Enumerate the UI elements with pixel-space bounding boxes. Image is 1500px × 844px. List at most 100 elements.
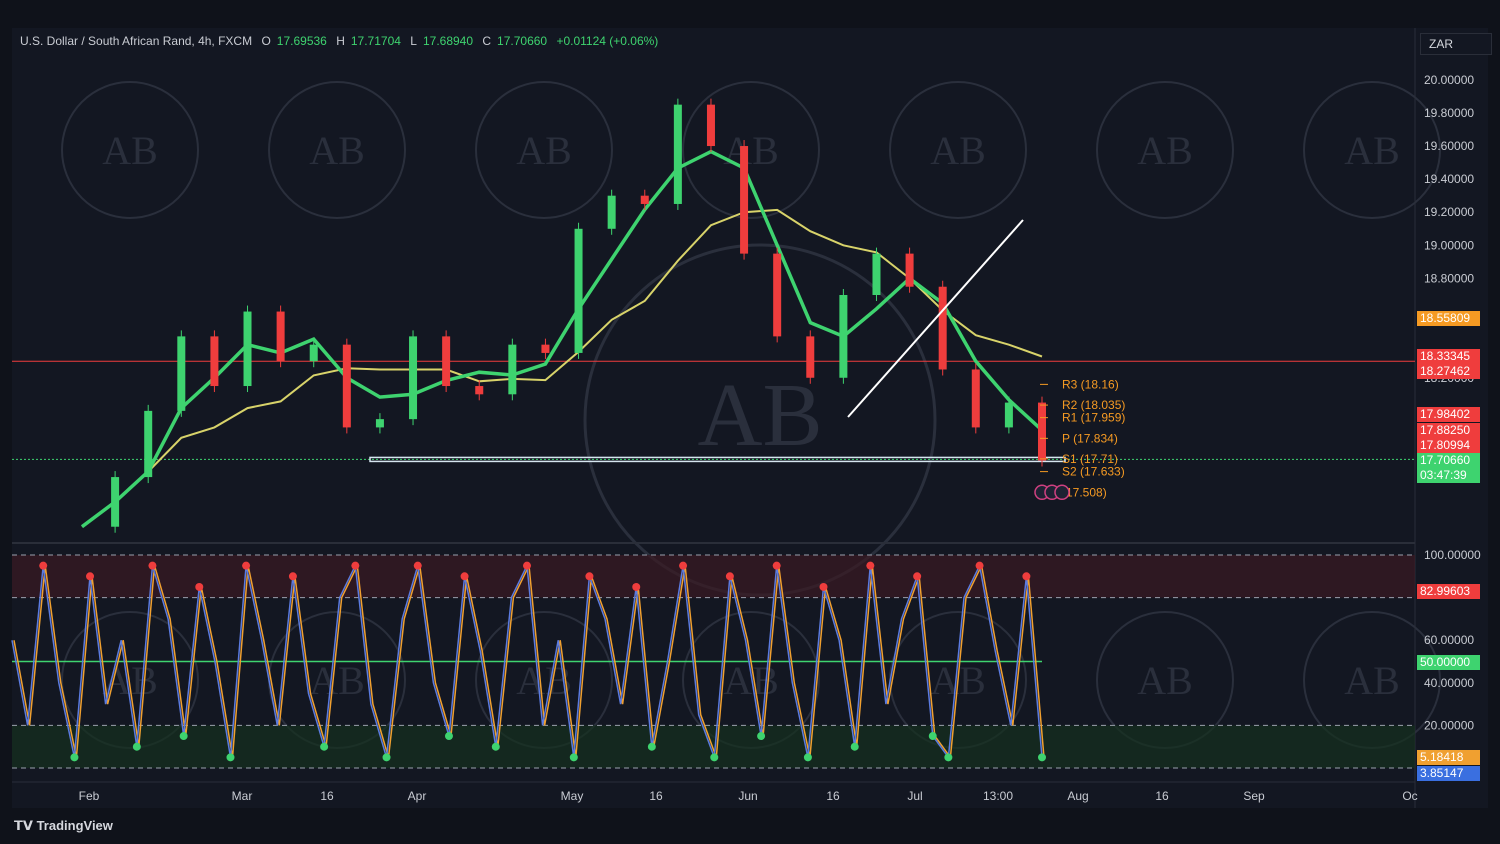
candle-body [574, 228, 583, 353]
price-tag: 17.98402 [1417, 406, 1480, 422]
high-label: H [336, 34, 345, 48]
candle-body [938, 286, 947, 370]
candle-body [640, 195, 649, 204]
oversold-zone [12, 725, 1415, 768]
candle-body [905, 253, 914, 287]
high-value: 17.71704 [350, 34, 401, 48]
symbol-title: U.S. Dollar / South African Rand, 4h, FX… [20, 34, 253, 48]
osc-oversold-dot [320, 742, 329, 751]
grid [12, 28, 1416, 808]
osc-overbought-dot [1022, 572, 1031, 581]
x-tick-label: 16 [826, 789, 840, 803]
osc-oversold-dot [569, 753, 578, 762]
x-tick-label: 16 [1155, 789, 1169, 803]
osc-oversold-dot [1038, 753, 1046, 762]
candle-body [508, 344, 517, 395]
x-tick-label: Oc [1402, 789, 1417, 803]
candle-body [1038, 402, 1046, 461]
watermark-ring [1303, 81, 1441, 219]
pivot-label: (17.508) [1062, 485, 1107, 499]
event-icon [1054, 484, 1070, 501]
candle-body [541, 344, 550, 353]
watermark-ring [1096, 81, 1234, 219]
watermark-text: AB [1137, 128, 1193, 173]
y-tick-label: 20.00000 [1424, 73, 1474, 87]
osc-y-tick-label: 40.00000 [1424, 676, 1474, 690]
tradingview-logo[interactable]: 𝗧𝗩 TradingView [14, 818, 113, 834]
osc-oversold-dot [226, 753, 235, 762]
candle-body [442, 336, 451, 387]
symbol-header: U.S. Dollar / South African Rand, 4h, FX… [20, 34, 664, 48]
price-pane: R3 (18.16) R2 (18.035)R1 (17.959) P (17.83… [12, 98, 1415, 533]
osc-oversold-dot [850, 742, 859, 751]
osc-oversold-dot [944, 753, 953, 762]
candle-body [806, 336, 815, 378]
candle-body [276, 311, 285, 362]
candle-body [673, 104, 682, 204]
price-tag: 18.55809 [1417, 311, 1480, 327]
overbought-zone [12, 555, 1415, 598]
price-tag: 18.33345 [1417, 348, 1480, 364]
candle-body [375, 419, 384, 428]
watermark-text: AB [516, 658, 572, 703]
osc-oversold-dot [132, 742, 141, 751]
osc-overbought-dot [866, 561, 875, 570]
osc-overbought-dot [585, 572, 594, 581]
osc-overbought-dot [523, 561, 531, 570]
watermark-ring [61, 81, 199, 219]
y-tick-label: 18.80000 [1424, 271, 1474, 285]
osc-oversold-dot [647, 742, 656, 751]
axes: Feb Mar 16 Apr May 16 Jun 16 Jul 13:00 Aug 16 Sep Oc 2… [79, 73, 1481, 803]
osc-overbought-dot [679, 561, 688, 570]
osc-overbought-dot [975, 561, 984, 570]
osc-overbought-dot [413, 561, 422, 570]
pivot-label: R2 (18.035) [1062, 398, 1125, 412]
osc-y-tick-label: 60.00000 [1424, 633, 1474, 647]
osc-overbought-dot [242, 561, 251, 570]
watermark-ring [682, 81, 820, 219]
osc-y-tick-label: 100.00000 [1424, 548, 1481, 562]
candle-body [1004, 402, 1013, 428]
watermark-text: AB [1137, 658, 1193, 703]
osc-oversold-dot [382, 753, 391, 762]
watermark-center-text: AB [697, 366, 822, 465]
candle-body [111, 477, 120, 527]
x-tick-label: 13:00 [983, 789, 1013, 803]
y-tick-label: 19.20000 [1424, 205, 1474, 219]
pivot-label: P (17.834) [1062, 431, 1118, 445]
osc-oversold-dot [491, 742, 500, 751]
osc-price-tag: 82.99603 [1417, 584, 1480, 600]
open-value: 17.69536 [276, 34, 327, 48]
oscillator-pane [11, 554, 1415, 769]
osc-overbought-dot [288, 572, 297, 581]
osc-overbought-dot [86, 572, 95, 581]
osc-overbought-dot [148, 561, 157, 570]
slow-moving-average [81, 208, 1043, 528]
candle-body [773, 253, 782, 337]
pivot-label: R1 (17.959) [1062, 411, 1125, 425]
osc-price-tag: 5.18418 [1417, 749, 1480, 765]
x-tick-label: May [561, 789, 584, 803]
osc-oversold-dot [70, 753, 79, 762]
y-tick-label: 19.80000 [1424, 106, 1474, 120]
x-tick-label: Mar [232, 789, 253, 803]
osc-overbought-dot [632, 582, 641, 591]
x-tick-label: Sep [1243, 789, 1265, 803]
candle-body [243, 311, 252, 387]
osc-overbought-dot [195, 582, 204, 591]
fast-moving-average [80, 149, 1044, 529]
low-label: L [410, 34, 417, 48]
x-tick-label: 16 [320, 789, 334, 803]
candle-body [971, 369, 980, 428]
watermark-text: AB [309, 128, 365, 173]
watermark-text: AB [723, 128, 779, 173]
candle-body [740, 146, 749, 254]
currency-button[interactable]: ZAR [1420, 33, 1492, 55]
trendline [847, 219, 1024, 418]
support-zone [369, 456, 1066, 463]
candle-body [210, 336, 219, 387]
x-tick-label: Jul [907, 789, 922, 803]
candle-body [839, 295, 848, 378]
candle-body [872, 253, 881, 295]
